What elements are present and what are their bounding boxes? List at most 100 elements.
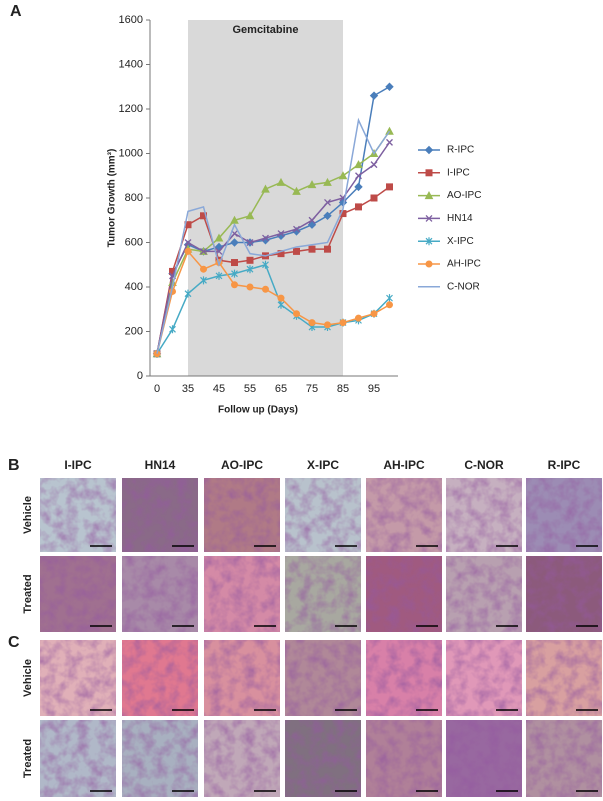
marker: [184, 239, 192, 246]
micrograph-texture: [285, 720, 361, 797]
marker: [307, 220, 317, 229]
micrograph-texture: [446, 478, 522, 552]
series-line: [156, 117, 391, 354]
marker: [293, 310, 300, 318]
legend-label: R-IPC: [447, 145, 474, 156]
micrograph-texture: [285, 478, 361, 552]
marker: [246, 283, 254, 291]
marker: [246, 239, 254, 246]
series: [153, 247, 393, 358]
marker: [277, 300, 285, 309]
column-header: HN14: [145, 458, 176, 472]
marker: [262, 234, 269, 242]
legend-label: HN14: [447, 213, 473, 224]
legend-label: I-IPC: [447, 167, 470, 178]
marker: [386, 301, 393, 309]
marker: [370, 310, 378, 318]
row-label: Vehicle: [22, 496, 34, 534]
column-header: AO-IPC: [221, 458, 263, 472]
series: [153, 138, 393, 358]
marker: [292, 186, 301, 195]
series-line: [156, 186, 390, 354]
marker: [215, 247, 223, 255]
y-tick-label: 800: [125, 192, 143, 204]
x-tick-label: 95: [368, 383, 380, 395]
y-tick-label: 1000: [119, 147, 143, 159]
series: [156, 117, 391, 354]
series-line: [156, 130, 391, 354]
marker: [354, 182, 363, 192]
micrograph-texture: [526, 478, 602, 552]
annotation: Gemcitabine: [232, 24, 298, 36]
micrograph-texture: [122, 556, 198, 632]
micrograph-texture: [526, 640, 602, 716]
row-label: Treated: [22, 574, 34, 613]
series-line: [156, 141, 391, 354]
x-tick-label: 65: [275, 383, 287, 395]
marker: [200, 276, 207, 285]
micrograph-texture: [526, 556, 602, 632]
marker: [231, 259, 238, 267]
micrograph-texture: [122, 640, 198, 716]
marker: [323, 177, 332, 186]
column-header: AH-IPC: [383, 458, 425, 472]
series-line: [156, 86, 390, 354]
marker: [277, 230, 285, 238]
marker: [355, 203, 362, 211]
y-tick-label: 200: [125, 325, 143, 337]
row-label: Vehicle: [22, 659, 34, 697]
micrograph-texture: [366, 640, 442, 716]
x-tick-label: 45: [213, 383, 225, 395]
marker: [386, 183, 393, 191]
panel-label: A: [10, 3, 22, 20]
marker: [246, 265, 254, 274]
marker: [370, 194, 378, 202]
micrograph-texture: [204, 640, 280, 716]
y-axis-label: Tumor Growth (mm³): [107, 149, 118, 248]
marker: [308, 216, 316, 224]
marker: [262, 285, 269, 293]
marker: [425, 169, 433, 177]
series-line: [156, 263, 391, 355]
micrograph-texture: [204, 556, 280, 632]
histology: [40, 478, 602, 797]
row-label: Treated: [22, 739, 34, 778]
marker: [386, 294, 393, 303]
micrograph-texture: [204, 478, 280, 552]
marker: [184, 289, 192, 298]
marker: [200, 265, 207, 273]
legend-label: C-NOR: [447, 281, 480, 292]
y-tick-label: 1600: [119, 14, 143, 26]
marker: [276, 177, 286, 186]
y-tick-label: 0: [137, 370, 143, 382]
marker: [231, 269, 238, 278]
x-tick-label: 75: [306, 383, 318, 395]
micrograph-texture: [446, 640, 522, 716]
marker: [231, 281, 238, 289]
x-tick-label: 35: [182, 383, 194, 395]
treatment-shade: [188, 20, 343, 376]
panel-label: B: [8, 457, 20, 474]
micrograph-texture: [285, 640, 361, 716]
micrograph-texture: [526, 720, 602, 797]
marker: [324, 198, 331, 206]
marker: [230, 238, 239, 247]
micrograph-texture: [204, 720, 280, 797]
micrograph-texture: [40, 556, 116, 632]
marker: [324, 321, 331, 329]
micrograph-texture: [285, 556, 361, 632]
marker: [169, 325, 176, 334]
marker: [425, 237, 433, 246]
micrograph-texture: [122, 478, 198, 552]
micrograph-texture: [40, 720, 116, 797]
marker: [261, 184, 270, 193]
y-tick-label: 1400: [119, 58, 143, 70]
marker: [308, 245, 316, 253]
column-header: I-IPC: [64, 458, 92, 472]
series-line: [156, 249, 390, 354]
marker: [184, 247, 192, 255]
marker: [307, 180, 317, 189]
x-tick-label: 55: [244, 383, 256, 395]
column-header: R-IPC: [548, 458, 581, 472]
marker: [369, 91, 379, 100]
